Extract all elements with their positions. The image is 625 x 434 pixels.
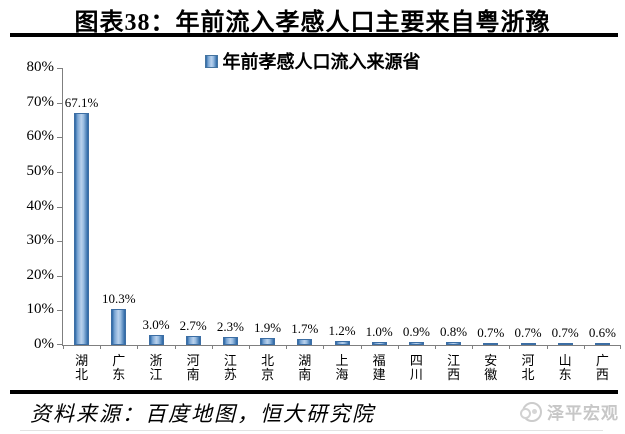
x-axis-tick xyxy=(174,345,176,349)
x-axis-tick xyxy=(360,345,362,349)
y-axis-tick xyxy=(57,344,62,345)
x-axis-category-label: 安徽 xyxy=(484,353,498,382)
x-axis-category-label: 河南 xyxy=(186,353,200,382)
x-axis-category-label: 浙江 xyxy=(149,353,163,382)
plot-area: 0% 10% 20% 30% 40% 50% 60% 70% 80% 67.1% 湖北 10.3% 广东… xyxy=(27,60,621,382)
y-axis-tick xyxy=(57,206,62,208)
legend-label: 年前孝感人口流入来源省 xyxy=(222,52,421,72)
x-axis-category-label: 北京 xyxy=(261,353,275,382)
watermark: 泽平宏观 xyxy=(520,399,619,424)
x-axis-tick xyxy=(249,345,250,349)
x-axis-tick xyxy=(472,345,474,349)
bar xyxy=(371,341,387,345)
bar-value-label: 1.7% xyxy=(291,321,319,337)
bar xyxy=(557,342,573,345)
chart-title: 图表38：年前流入孝感人口主要来自粤浙豫 xyxy=(74,10,551,36)
bar-value-label: 0.6% xyxy=(588,324,616,340)
x-axis-tick xyxy=(100,345,102,349)
y-axis-label: 40% xyxy=(26,197,55,214)
x-axis-category-label: 上海 xyxy=(335,353,349,382)
bar-value-label: 1.0% xyxy=(365,323,393,339)
bar-value-label: 1.9% xyxy=(254,320,282,336)
bar-value-label: 2.7% xyxy=(179,317,207,333)
brand-logo-icon xyxy=(520,401,542,422)
x-axis-tick xyxy=(286,345,288,349)
bar-value-label: 0.7% xyxy=(551,324,579,340)
x-axis-tick xyxy=(323,345,325,349)
bar-value-label: 0.8% xyxy=(440,324,468,340)
x-axis-category-label: 广西 xyxy=(595,353,609,382)
bar-value-label: 0.7% xyxy=(514,324,542,340)
x-axis-category-label: 江西 xyxy=(447,353,461,382)
y-axis-tick xyxy=(57,171,62,173)
source-note: 资料来源：百度地图，恒大研究院 xyxy=(30,402,375,426)
bar xyxy=(222,337,238,345)
legend: 年前孝感人口流入来源省 xyxy=(0,48,625,74)
x-axis-tick xyxy=(583,345,585,349)
bar xyxy=(185,335,201,345)
x-axis-tick xyxy=(546,345,548,349)
y-axis-tick xyxy=(57,137,62,139)
x-axis-tick xyxy=(211,345,213,349)
y-axis-label: 50% xyxy=(26,162,55,179)
x-axis-tick xyxy=(509,345,511,349)
x-axis-tick xyxy=(397,345,399,349)
y-axis-tick xyxy=(57,68,62,69)
x-axis-tick xyxy=(63,345,64,349)
bar-value-label: 0.7% xyxy=(477,324,505,340)
x-axis-category-label: 河北 xyxy=(521,353,535,382)
x-axis-tick xyxy=(435,345,436,349)
y-axis-label: 60% xyxy=(26,128,55,145)
legend-swatch-icon xyxy=(204,54,218,68)
y-axis-tick xyxy=(57,310,62,312)
bar xyxy=(260,338,276,345)
y-axis-tick xyxy=(57,102,62,104)
x-axis-category-label: 湖南 xyxy=(298,353,312,382)
bar-value-label: 10.3% xyxy=(102,291,136,307)
bar xyxy=(297,339,313,345)
page-bottom-line xyxy=(20,430,603,431)
bar-value-label: 67.1% xyxy=(64,94,99,110)
top-divider xyxy=(10,33,618,37)
y-axis-label: 0% xyxy=(34,336,54,352)
x-axis-category-label: 福建 xyxy=(372,353,386,382)
x-axis-category-label: 湖北 xyxy=(75,353,89,382)
y-axis-label: 80% xyxy=(26,59,55,75)
bar xyxy=(446,342,462,345)
y-axis-label: 30% xyxy=(26,232,55,249)
x-axis-category-label: 四川 xyxy=(409,353,423,382)
bar xyxy=(594,342,610,345)
y-axis-tick xyxy=(57,275,62,277)
y-axis-label: 70% xyxy=(26,93,55,110)
x-axis-tick xyxy=(620,345,621,349)
bar-value-label: 3.0% xyxy=(142,316,170,332)
x-axis-tick xyxy=(137,345,139,349)
watermark-label: 泽平宏观 xyxy=(547,404,619,423)
y-axis-tick xyxy=(57,241,62,243)
bar xyxy=(520,342,536,345)
bottom-divider xyxy=(10,390,618,394)
bar xyxy=(74,112,90,345)
bar-value-label: 2.3% xyxy=(216,319,244,335)
bar-value-label: 0.9% xyxy=(402,323,430,339)
y-axis-label: 20% xyxy=(26,266,55,283)
x-axis-category-label: 江苏 xyxy=(223,353,237,382)
bar xyxy=(408,341,424,345)
x-axis-category-label: 广东 xyxy=(112,353,126,382)
x-axis-category-label: 山东 xyxy=(558,353,572,382)
bar xyxy=(148,334,164,345)
bar xyxy=(334,340,350,345)
bar-value-label: 1.2% xyxy=(328,322,356,338)
bar xyxy=(483,342,499,345)
y-axis-label: 10% xyxy=(26,301,55,318)
bar xyxy=(111,309,127,345)
